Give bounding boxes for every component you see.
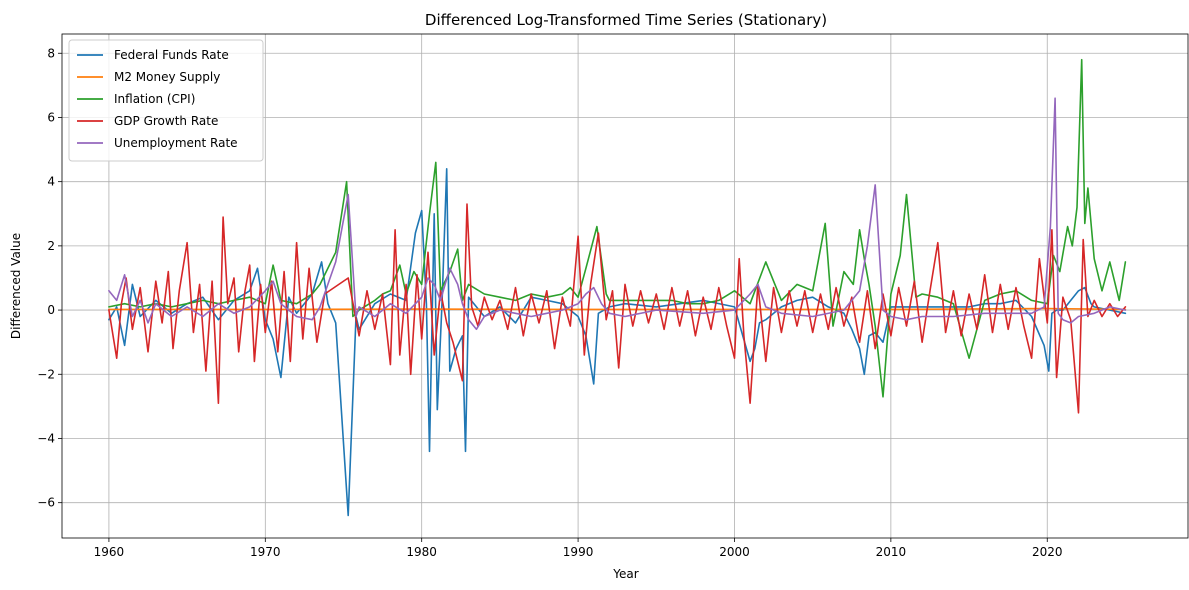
y-tick-label: −2 bbox=[37, 367, 55, 381]
y-tick-label: −6 bbox=[37, 496, 55, 510]
x-tick-label: 2000 bbox=[719, 545, 750, 559]
y-tick-label: 2 bbox=[47, 239, 55, 253]
legend-label-federal-funds-rate: Federal Funds Rate bbox=[114, 48, 229, 62]
y-tick-label: 6 bbox=[47, 110, 55, 124]
legend-box bbox=[68, 39, 264, 162]
x-axis-ticks: 1960 1970 1980 1990 2000 2010 2020 bbox=[94, 538, 1063, 559]
chart-title: Differenced Log-Transformed Time Series … bbox=[425, 11, 827, 29]
y-axis-label: Differenced Value bbox=[9, 233, 23, 339]
plot-area-frame bbox=[61, 33, 1189, 539]
legend-label-inflation-cpi: Inflation (CPI) bbox=[114, 92, 195, 106]
series-group bbox=[108, 58, 1127, 517]
x-tick-label: 1970 bbox=[250, 545, 281, 559]
legend-label-unemployment-rate: Unemployment Rate bbox=[114, 136, 238, 150]
legend: Federal Funds Rate M2 Money Supply Inflati… bbox=[68, 39, 264, 162]
series-line-gdp-growth-rate bbox=[108, 203, 1127, 414]
series-line-unemployment-rate bbox=[108, 97, 1127, 331]
x-axis-label: Year bbox=[612, 567, 638, 581]
y-tick-label: 8 bbox=[47, 46, 55, 60]
y-tick-label: 4 bbox=[47, 175, 55, 189]
x-tick-label: 1990 bbox=[563, 545, 594, 559]
y-tick-label: 0 bbox=[47, 303, 55, 317]
x-tick-label: 2010 bbox=[876, 545, 907, 559]
y-axis-ticks: −6 −4 −2 0 2 4 6 8 bbox=[37, 46, 62, 510]
x-tick-label: 1980 bbox=[406, 545, 437, 559]
legend-label-gdp-growth-rate: GDP Growth Rate bbox=[114, 114, 218, 128]
x-tick-label: 1960 bbox=[94, 545, 125, 559]
legend-label-m2-money-supply: M2 Money Supply bbox=[114, 70, 220, 84]
y-tick-label: −4 bbox=[37, 431, 55, 445]
x-tick-label: 2020 bbox=[1032, 545, 1063, 559]
series-line-inflation-cpi bbox=[108, 58, 1127, 398]
